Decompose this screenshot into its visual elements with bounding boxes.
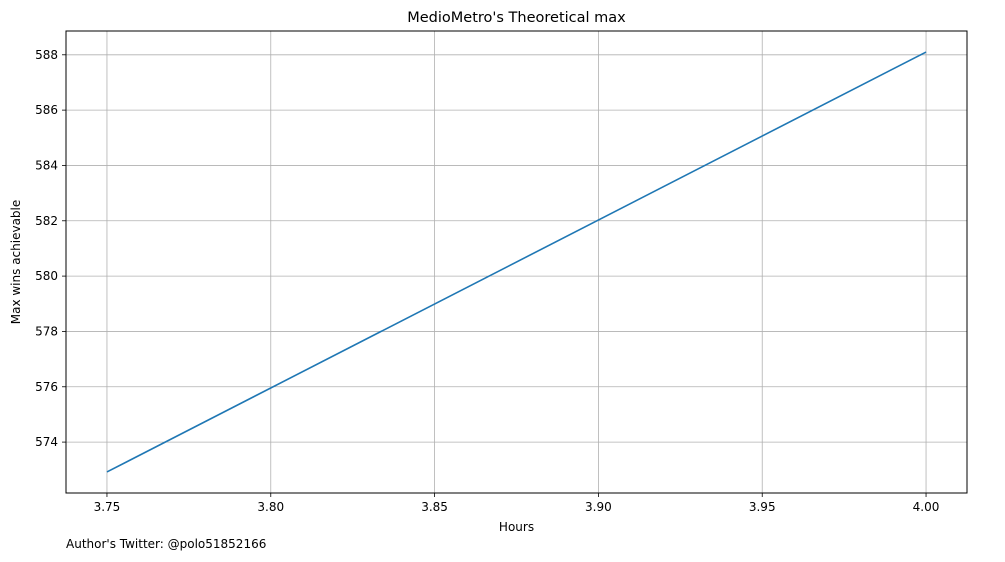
- x-tick-label: 3.75: [94, 500, 121, 514]
- x-axis-ticks: 3.75 3.80 3.85 3.90 3.95 4.00: [94, 493, 940, 514]
- chart-title: MedioMetro's Theoretical max: [407, 10, 626, 26]
- author-footnote: Author's Twitter: @polo51852166: [66, 537, 267, 551]
- series-layer: [106, 51, 927, 473]
- y-tick-label: 588: [35, 48, 58, 62]
- plot-frame: [65, 30, 968, 494]
- y-tick-label: 584: [35, 158, 58, 172]
- y-tick-label: 574: [35, 435, 58, 449]
- x-tick-label: 3.85: [421, 500, 448, 514]
- series-line: [106, 51, 927, 473]
- y-axis-label: Max wins achievable: [9, 200, 23, 325]
- y-tick-label: 578: [35, 324, 58, 338]
- x-tick-label: 3.80: [257, 500, 284, 514]
- y-axis-ticks: 574 576 578 580 582 584 586 588: [35, 48, 66, 449]
- y-tick-label: 580: [35, 269, 58, 283]
- y-tick-label: 582: [35, 214, 58, 228]
- y-tick-label: 576: [35, 380, 58, 394]
- x-tick-label: 4.00: [913, 500, 940, 514]
- x-axis-label: Hours: [499, 520, 534, 534]
- x-tick-label: 3.90: [585, 500, 612, 514]
- x-tick-label: 3.95: [749, 500, 776, 514]
- grid-lines: [66, 31, 967, 493]
- y-tick-label: 586: [35, 103, 58, 117]
